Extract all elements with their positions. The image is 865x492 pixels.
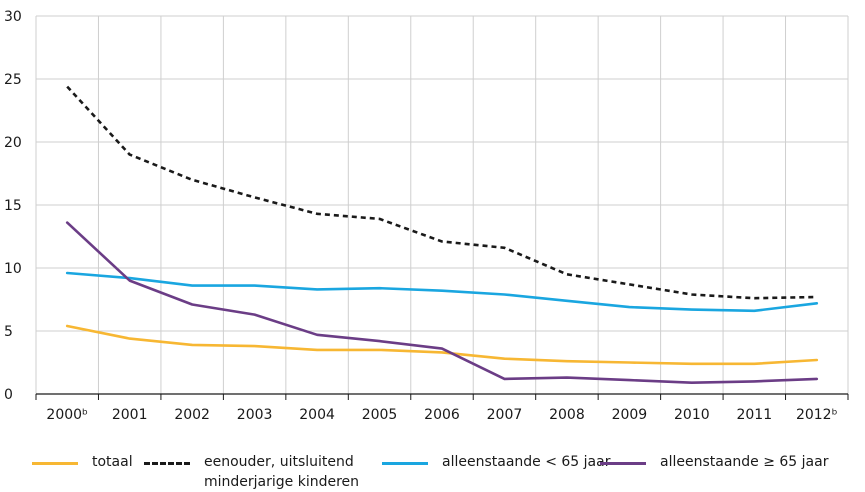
legend-label-eenouder-line2: minderjarige kinderen: [204, 474, 360, 490]
legend-label-alleenstaande-onder-65: alleenstaande < 65 jaar: [442, 454, 611, 470]
series-lines: [65, 85, 819, 385]
series-line-1: [66, 85, 817, 300]
x-tick-label: 2008: [549, 407, 585, 423]
y-tick-label: 20: [4, 135, 22, 151]
y-tick-label: 5: [4, 324, 13, 340]
x-tick-label: 2003: [237, 407, 273, 423]
x-tick-label: 2001: [112, 407, 148, 423]
legend-item-totaal: totaal: [32, 452, 133, 472]
series-line-0: [65, 324, 819, 366]
legend-item-alleenstaande-onder-65: alleenstaande < 65 jaar: [382, 452, 610, 472]
x-tick-label: 2006: [424, 407, 460, 423]
legend-swatch-eenouder: [144, 462, 190, 465]
legend-item-eenouder: eenouder, uitsluitend minderjarige kinde…: [144, 452, 359, 492]
x-tick-label: 2005: [362, 407, 398, 423]
legend-label-alleenstaande-boven-65: alleenstaande ≥ 65 jaar: [660, 454, 829, 470]
grid-lines: [35, 15, 849, 394]
x-tick-labels: 2000ᵇ 2001 2002 2003 2004 2005 2006 2007 2008 200…: [46, 407, 837, 423]
x-tick-label: 2002: [174, 407, 210, 423]
legend-swatch-alleenstaande-onder-65: [382, 462, 428, 465]
series-line-3: [65, 221, 819, 385]
y-tick-label: 30: [4, 9, 22, 25]
x-tick-label: 2012ᵇ: [796, 407, 838, 423]
legend-item-alleenstaande-boven-65: alleenstaande ≥ 65 jaar: [600, 452, 828, 472]
axes: [35, 393, 849, 400]
x-tick-label: 2004: [299, 407, 335, 423]
y-tick-label: 25: [4, 72, 22, 88]
legend-label-totaal: totaal: [92, 454, 133, 470]
y-tick-label: 0: [4, 387, 13, 403]
series-line-2: [65, 271, 819, 313]
legend-swatch-totaal: [32, 462, 78, 465]
x-tick-label: 2011: [736, 407, 772, 423]
legend-label-eenouder-line1: eenouder, uitsluitend: [204, 454, 354, 470]
legend: totaal eenouder, uitsluitend minderjarig…: [0, 452, 865, 490]
x-tick-label: 2000ᵇ: [46, 407, 88, 423]
legend-swatch-alleenstaande-boven-65: [600, 462, 646, 465]
legend-label-eenouder: eenouder, uitsluitend minderjarige kinde…: [204, 452, 359, 492]
y-tick-labels: 0 5 10 15 20 25 30: [4, 9, 22, 403]
y-tick-label: 10: [4, 261, 22, 277]
x-tick-label: 2009: [612, 407, 648, 423]
x-tick-label: 2010: [674, 407, 710, 423]
y-tick-label: 15: [4, 198, 22, 214]
x-tick-label: 2007: [487, 407, 523, 423]
